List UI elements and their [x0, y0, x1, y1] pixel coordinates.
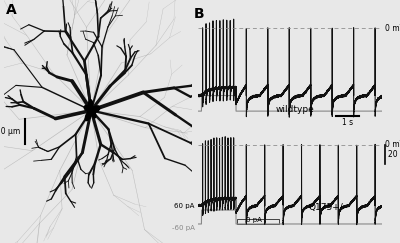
- Text: Q175+/-: Q175+/-: [308, 203, 346, 212]
- Polygon shape: [84, 100, 100, 121]
- Text: -60 pA: -60 pA: [172, 225, 194, 231]
- Text: 20 mV: 20 mV: [388, 150, 400, 159]
- Text: 1 s: 1 s: [342, 118, 353, 127]
- Text: 0 mV: 0 mV: [386, 24, 400, 33]
- Text: wildtype: wildtype: [275, 105, 314, 114]
- FancyBboxPatch shape: [237, 219, 278, 224]
- Text: A: A: [6, 3, 16, 17]
- Text: 0 pA: 0 pA: [246, 217, 262, 223]
- Text: B: B: [194, 7, 205, 21]
- Text: 20 μm: 20 μm: [0, 127, 20, 136]
- Text: 0 mV: 0 mV: [386, 140, 400, 149]
- Text: 60 pA: 60 pA: [174, 203, 194, 209]
